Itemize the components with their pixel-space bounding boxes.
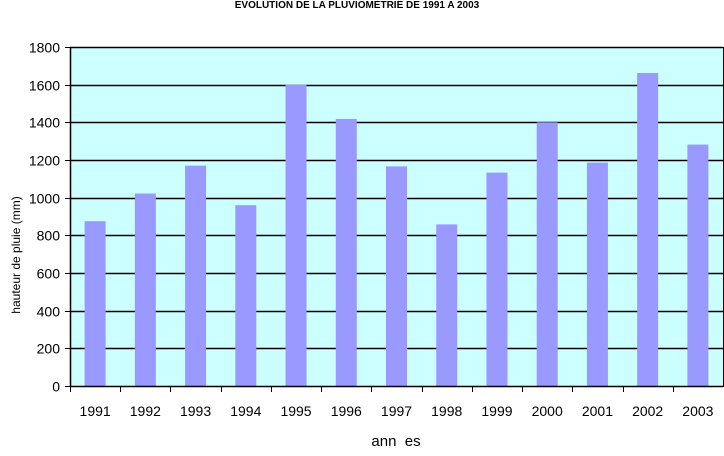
y-tick-label: 1000: [29, 191, 60, 207]
y-tick-label: 0: [52, 379, 60, 395]
x-tick-label: 2001: [582, 403, 613, 419]
x-tick-labels: 1991 1992 1993 1994 1995 1996 1997 1998 1999 2000…: [80, 403, 714, 419]
bar-1994: [235, 205, 257, 386]
y-tick-label: 1200: [29, 153, 60, 169]
y-tick-label: 200: [37, 341, 61, 357]
x-tick-label: 1998: [431, 403, 462, 419]
x-tick-label: 1995: [280, 403, 311, 419]
y-axis-label: hauteur de pluie (mm): [9, 196, 23, 313]
chart-title: EVOLUTION DE LA PLUVIOMETRIE DE 1991 A 2…: [235, 0, 480, 11]
x-tick-label: 1996: [331, 403, 362, 419]
x-axis-label: ann es: [371, 433, 420, 450]
x-tick-label: 1992: [130, 403, 161, 419]
bar-2003: [687, 144, 709, 386]
y-tick-label: 1800: [29, 40, 60, 56]
bar-1992: [134, 193, 156, 386]
bar-1991: [84, 221, 106, 386]
x-tick-label: 2002: [632, 403, 663, 419]
bar-1998: [436, 224, 458, 386]
bar-1995: [285, 84, 307, 387]
x-tick-label: 1991: [80, 403, 111, 419]
bar-1999: [486, 172, 508, 386]
x-tick-label: 2003: [682, 403, 713, 419]
y-tick-label: 1600: [29, 78, 60, 94]
bar-1996: [335, 118, 357, 387]
x-tick-label: 1993: [180, 403, 211, 419]
y-tick-label: 1400: [29, 115, 60, 131]
y-tick-label: 400: [37, 304, 61, 320]
x-tick-label: 1999: [481, 403, 512, 419]
y-tick-label: 600: [37, 266, 61, 282]
bar-1993: [185, 165, 207, 386]
y-tick-label: 800: [37, 228, 61, 244]
x-tick-label: 1997: [381, 403, 412, 419]
bars: [84, 72, 709, 387]
x-tick-label: 1994: [230, 403, 261, 419]
bar-1997: [386, 166, 407, 386]
x-tick-label: 2000: [532, 403, 563, 419]
bar-2000: [536, 122, 558, 386]
bar-2002: [637, 72, 659, 387]
bar-2001: [586, 162, 608, 386]
y-tick-labels: 0 200 400 600 800 1000 1200 1400 1600 1800: [29, 40, 60, 395]
